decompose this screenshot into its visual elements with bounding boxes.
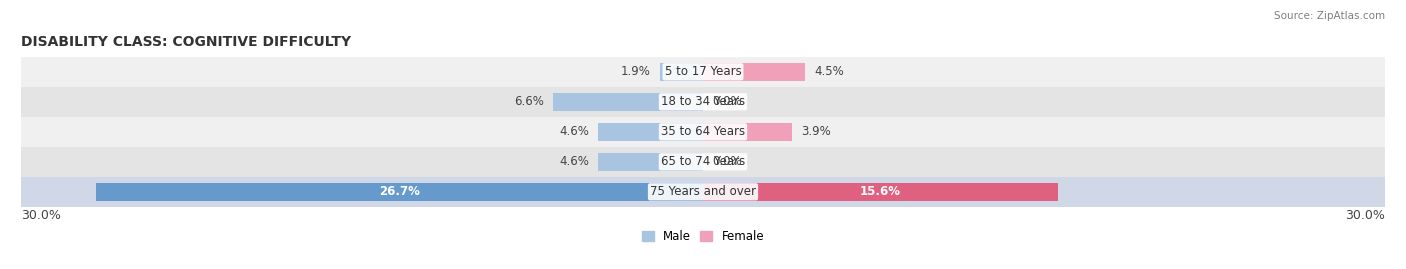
Text: 15.6%: 15.6% [860,185,901,198]
Bar [599,123,703,141]
Text: DISABILITY CLASS: COGNITIVE DIFFICULTY: DISABILITY CLASS: COGNITIVE DIFFICULTY [21,35,351,49]
Text: 0.0%: 0.0% [711,95,742,108]
Text: 75 Years and over: 75 Years and over [650,185,756,198]
Bar [553,93,703,111]
Bar [703,63,806,81]
Text: 30.0%: 30.0% [1346,209,1385,222]
Bar [21,57,1385,87]
Bar [96,183,703,201]
Text: 65 to 74 Years: 65 to 74 Years [661,155,745,168]
Text: 5 to 17 Years: 5 to 17 Years [665,65,741,78]
Text: 6.6%: 6.6% [515,95,544,108]
Bar [21,87,1385,117]
Text: 4.5%: 4.5% [814,65,844,78]
Bar [599,153,703,171]
Text: 1.9%: 1.9% [621,65,651,78]
Text: 4.6%: 4.6% [560,155,589,168]
Bar [21,177,1385,207]
Text: 26.7%: 26.7% [380,185,420,198]
Bar [703,123,792,141]
Text: 0.0%: 0.0% [711,155,742,168]
Text: Source: ZipAtlas.com: Source: ZipAtlas.com [1274,11,1385,21]
Text: 3.9%: 3.9% [801,125,831,138]
Bar [21,147,1385,177]
Bar [703,183,1057,201]
Text: 4.6%: 4.6% [560,125,589,138]
Text: 30.0%: 30.0% [21,209,60,222]
Bar [21,117,1385,147]
Legend: Male, Female: Male, Female [637,225,769,247]
Text: 35 to 64 Years: 35 to 64 Years [661,125,745,138]
Text: 18 to 34 Years: 18 to 34 Years [661,95,745,108]
Bar [659,63,703,81]
